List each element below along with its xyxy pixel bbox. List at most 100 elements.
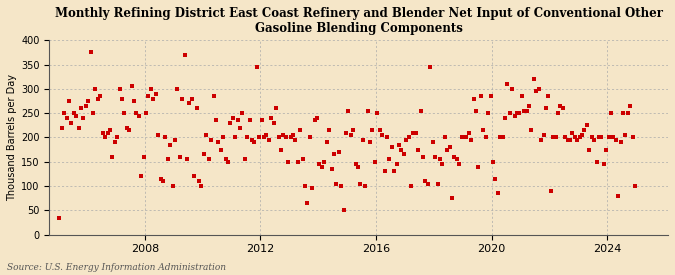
- Title: Monthly Refining District East Coast Refinery and Blender Net Input of Conventio: Monthly Refining District East Coast Ref…: [55, 7, 663, 35]
- Point: [182, 157, 192, 161]
- Point: [240, 157, 250, 161]
- Point: [444, 145, 455, 149]
- Point: [490, 177, 501, 181]
- Point: [541, 106, 551, 111]
- Point: [269, 121, 279, 125]
- Point: [475, 94, 486, 98]
- Point: [215, 147, 226, 152]
- Point: [114, 87, 125, 91]
- Point: [567, 130, 578, 135]
- Text: Source: U.S. Energy Information Administration: Source: U.S. Energy Information Administ…: [7, 263, 225, 272]
- Point: [71, 113, 82, 118]
- Point: [129, 99, 140, 103]
- Point: [246, 138, 257, 142]
- Point: [601, 147, 612, 152]
- Point: [331, 182, 342, 186]
- Point: [314, 162, 325, 166]
- Point: [500, 116, 510, 120]
- Point: [401, 138, 412, 142]
- Point: [124, 128, 134, 132]
- Point: [312, 116, 323, 120]
- Point: [261, 133, 272, 137]
- Point: [579, 128, 590, 132]
- Point: [466, 138, 477, 142]
- Point: [524, 104, 535, 108]
- Point: [324, 128, 335, 132]
- Point: [497, 135, 508, 140]
- Point: [470, 109, 481, 113]
- Point: [78, 116, 89, 120]
- Point: [589, 138, 599, 142]
- Point: [302, 201, 313, 205]
- Point: [408, 130, 419, 135]
- Point: [392, 162, 402, 166]
- Point: [326, 167, 337, 171]
- Point: [587, 135, 597, 140]
- Point: [598, 162, 609, 166]
- Point: [341, 130, 352, 135]
- Point: [290, 138, 301, 142]
- Point: [531, 89, 542, 94]
- Point: [449, 155, 460, 159]
- Point: [536, 138, 547, 142]
- Point: [545, 189, 556, 193]
- Point: [92, 96, 103, 101]
- Point: [68, 111, 79, 115]
- Point: [369, 160, 380, 164]
- Point: [300, 184, 310, 188]
- Point: [102, 130, 113, 135]
- Point: [201, 133, 212, 137]
- Point: [333, 150, 344, 154]
- Point: [427, 140, 438, 144]
- Point: [509, 113, 520, 118]
- Point: [415, 109, 426, 113]
- Point: [487, 160, 498, 164]
- Point: [157, 179, 168, 183]
- Point: [502, 82, 513, 86]
- Point: [273, 135, 284, 140]
- Point: [63, 99, 74, 103]
- Y-axis label: Thousand Barrels per Day: Thousand Barrels per Day: [7, 74, 17, 201]
- Point: [410, 130, 421, 135]
- Point: [107, 155, 117, 159]
- Point: [88, 111, 99, 115]
- Point: [507, 87, 518, 91]
- Point: [437, 162, 448, 166]
- Point: [608, 135, 619, 140]
- Point: [304, 135, 315, 140]
- Point: [396, 147, 407, 152]
- Point: [100, 135, 111, 140]
- Point: [516, 94, 527, 98]
- Point: [379, 169, 390, 174]
- Point: [83, 99, 94, 103]
- Point: [288, 133, 298, 137]
- Point: [613, 194, 624, 198]
- Point: [435, 157, 446, 161]
- Point: [319, 160, 329, 164]
- Point: [206, 138, 217, 142]
- Point: [112, 135, 123, 140]
- Point: [622, 111, 633, 115]
- Point: [346, 133, 356, 137]
- Point: [441, 147, 452, 152]
- Point: [418, 155, 429, 159]
- Point: [309, 118, 320, 123]
- Point: [403, 135, 414, 140]
- Point: [576, 133, 587, 137]
- Point: [430, 155, 441, 159]
- Point: [504, 111, 515, 115]
- Point: [140, 111, 151, 115]
- Point: [138, 155, 149, 159]
- Point: [603, 135, 614, 140]
- Point: [348, 128, 358, 132]
- Point: [280, 135, 291, 140]
- Point: [478, 128, 489, 132]
- Point: [174, 155, 185, 159]
- Point: [538, 133, 549, 137]
- Point: [105, 128, 115, 132]
- Point: [386, 145, 397, 149]
- Point: [172, 87, 183, 91]
- Point: [80, 104, 91, 108]
- Point: [218, 135, 229, 140]
- Point: [492, 191, 503, 196]
